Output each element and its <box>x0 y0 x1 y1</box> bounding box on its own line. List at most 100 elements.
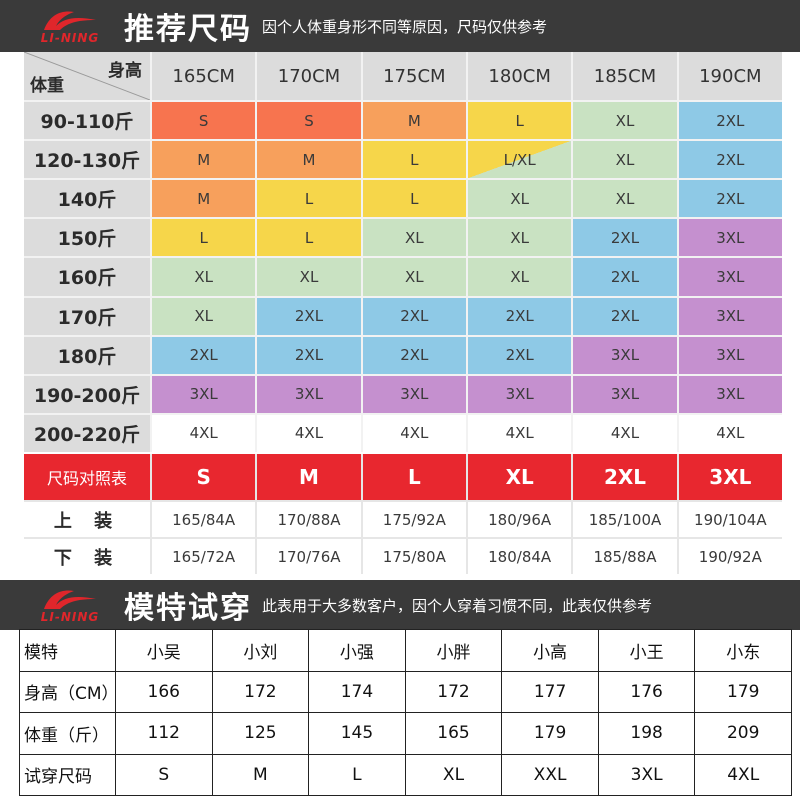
size-cell: 2XL <box>573 219 677 257</box>
size-cell: XL <box>362 219 466 257</box>
size-cell: 4XL <box>678 414 782 452</box>
model-value: 145 <box>308 712 406 755</box>
height-header: 185CM <box>573 52 677 100</box>
size-cell: XL <box>468 180 572 218</box>
size-cell: XL <box>573 141 677 179</box>
size-cell: XL <box>573 180 677 218</box>
size-cell: 4XL <box>468 414 572 452</box>
size-cell: 2XL <box>678 141 782 179</box>
size-cell: 2XL <box>362 297 466 335</box>
bottom-spec-cell: 165/72A <box>152 539 256 574</box>
model-tryon-title: 模特试穿 <box>124 591 252 626</box>
size-cell: L <box>362 180 466 218</box>
compare-size-header: XL <box>468 454 572 500</box>
compare-size-header: S <box>152 454 256 500</box>
top-spec-cell: 175/92A <box>362 502 466 537</box>
size-cell: 3XL <box>678 258 782 296</box>
bottom-spec-cell: 185/88A <box>573 539 677 574</box>
corner-divider <box>24 52 150 100</box>
recommend-size-title: 推荐尺码 <box>124 12 252 47</box>
model-value: 209 <box>694 712 792 755</box>
size-cell: 3XL <box>678 219 782 257</box>
size-cell: XL <box>573 102 677 140</box>
model-name: 小胖 <box>404 629 503 672</box>
weight-label: 160斤 <box>24 258 150 296</box>
size-cell: 3XL <box>573 336 677 374</box>
height-header: 190CM <box>678 52 782 100</box>
model-value: 177 <box>501 670 599 713</box>
model-value: M <box>211 753 310 796</box>
compare-size-header: 3XL <box>678 454 782 500</box>
model-tryon-banner: LI-NING 模特试穿 此表用于大多数客户，因个人穿着习惯不同，此表仅供参考 <box>0 580 800 630</box>
size-cell: 3XL <box>362 375 466 413</box>
size-cell: 2XL <box>678 102 782 140</box>
model-value: 172 <box>211 670 310 713</box>
size-cell: L <box>468 102 572 140</box>
size-cell: L <box>362 141 466 179</box>
top-spec-cell: 180/96A <box>468 502 572 537</box>
size-cell: 2XL <box>257 336 361 374</box>
size-cell: 3XL <box>573 375 677 413</box>
size-cell: 4XL <box>152 414 256 452</box>
weight-axis-label: 体重 <box>30 76 64 96</box>
model-row-label: 体重（斤） <box>19 712 116 755</box>
size-cell: 3XL <box>678 336 782 374</box>
top-spec-cell: 190/104A <box>678 502 782 537</box>
size-cell: 4XL <box>573 414 677 452</box>
bottom-spec-cell: 170/76A <box>257 539 361 574</box>
size-cell: L <box>152 219 256 257</box>
size-cell: L <box>257 219 361 257</box>
model-value: 176 <box>597 670 696 713</box>
model-value: 125 <box>211 712 310 755</box>
model-value: 112 <box>115 712 213 755</box>
size-cell: XL <box>362 258 466 296</box>
model-value: 165 <box>404 712 503 755</box>
size-cell: XL <box>152 258 256 296</box>
bottom-garment-label: 下 装 <box>24 539 150 574</box>
top-spec-cell: 170/88A <box>257 502 361 537</box>
weight-label: 190-200斤 <box>24 375 150 413</box>
size-cell: 2XL <box>257 297 361 335</box>
li-ning-swoosh-icon <box>44 590 96 609</box>
height-header: 180CM <box>468 52 572 100</box>
compare-table-title: 尺码对照表 <box>24 454 150 500</box>
weight-label: 140斤 <box>24 180 150 218</box>
weight-label: 120-130斤 <box>24 141 150 179</box>
size-cell: 2XL <box>678 180 782 218</box>
model-value: 3XL <box>597 753 696 796</box>
model-value: 172 <box>404 670 503 713</box>
model-row-label: 试穿尺码 <box>19 753 116 796</box>
model-row-label: 身高（CM） <box>19 670 119 713</box>
size-cell: L/XL <box>468 141 572 179</box>
size-cell: 3XL <box>257 375 361 413</box>
size-cell: M <box>257 141 361 179</box>
size-cell: XL <box>152 297 256 335</box>
size-cell: 3XL <box>152 375 256 413</box>
size-cell: 4XL <box>257 414 361 452</box>
model-value: 4XL <box>694 753 792 796</box>
size-cell: S <box>257 102 361 140</box>
model-value: 174 <box>308 670 406 713</box>
size-cell: XL <box>468 258 572 296</box>
size-cell: M <box>362 102 466 140</box>
size-cell: 2XL <box>573 258 677 296</box>
bottom-spec-cell: 190/92A <box>678 539 782 574</box>
size-cell: L <box>257 180 361 218</box>
top-spec-cell: 185/100A <box>573 502 677 537</box>
size-cell: S <box>152 102 256 140</box>
size-cell: 2XL <box>362 336 466 374</box>
size-cell: XL <box>468 219 572 257</box>
model-value: 179 <box>694 670 792 713</box>
top-garment-label: 上 装 <box>24 502 150 537</box>
weight-label: 200-220斤 <box>24 414 150 452</box>
model-name: 小高 <box>501 629 599 672</box>
weight-label: 90-110斤 <box>24 102 150 140</box>
weight-label: 150斤 <box>24 219 150 257</box>
size-comparison-table: 尺码对照表 S M L XL 2XL 3XL 上 装 165/84A 170/88A 175/92A… <box>24 454 782 574</box>
model-tryon-subtitle: 此表用于大多数客户，因个人穿着习惯不同，此表仅供参考 <box>262 596 653 615</box>
compare-size-header: 2XL <box>573 454 677 500</box>
size-cell: 4XL <box>362 414 466 452</box>
top-spec-cell: 165/84A <box>152 502 256 537</box>
weight-label: 170斤 <box>24 297 150 335</box>
table-corner: 身高 体重 <box>24 52 150 100</box>
